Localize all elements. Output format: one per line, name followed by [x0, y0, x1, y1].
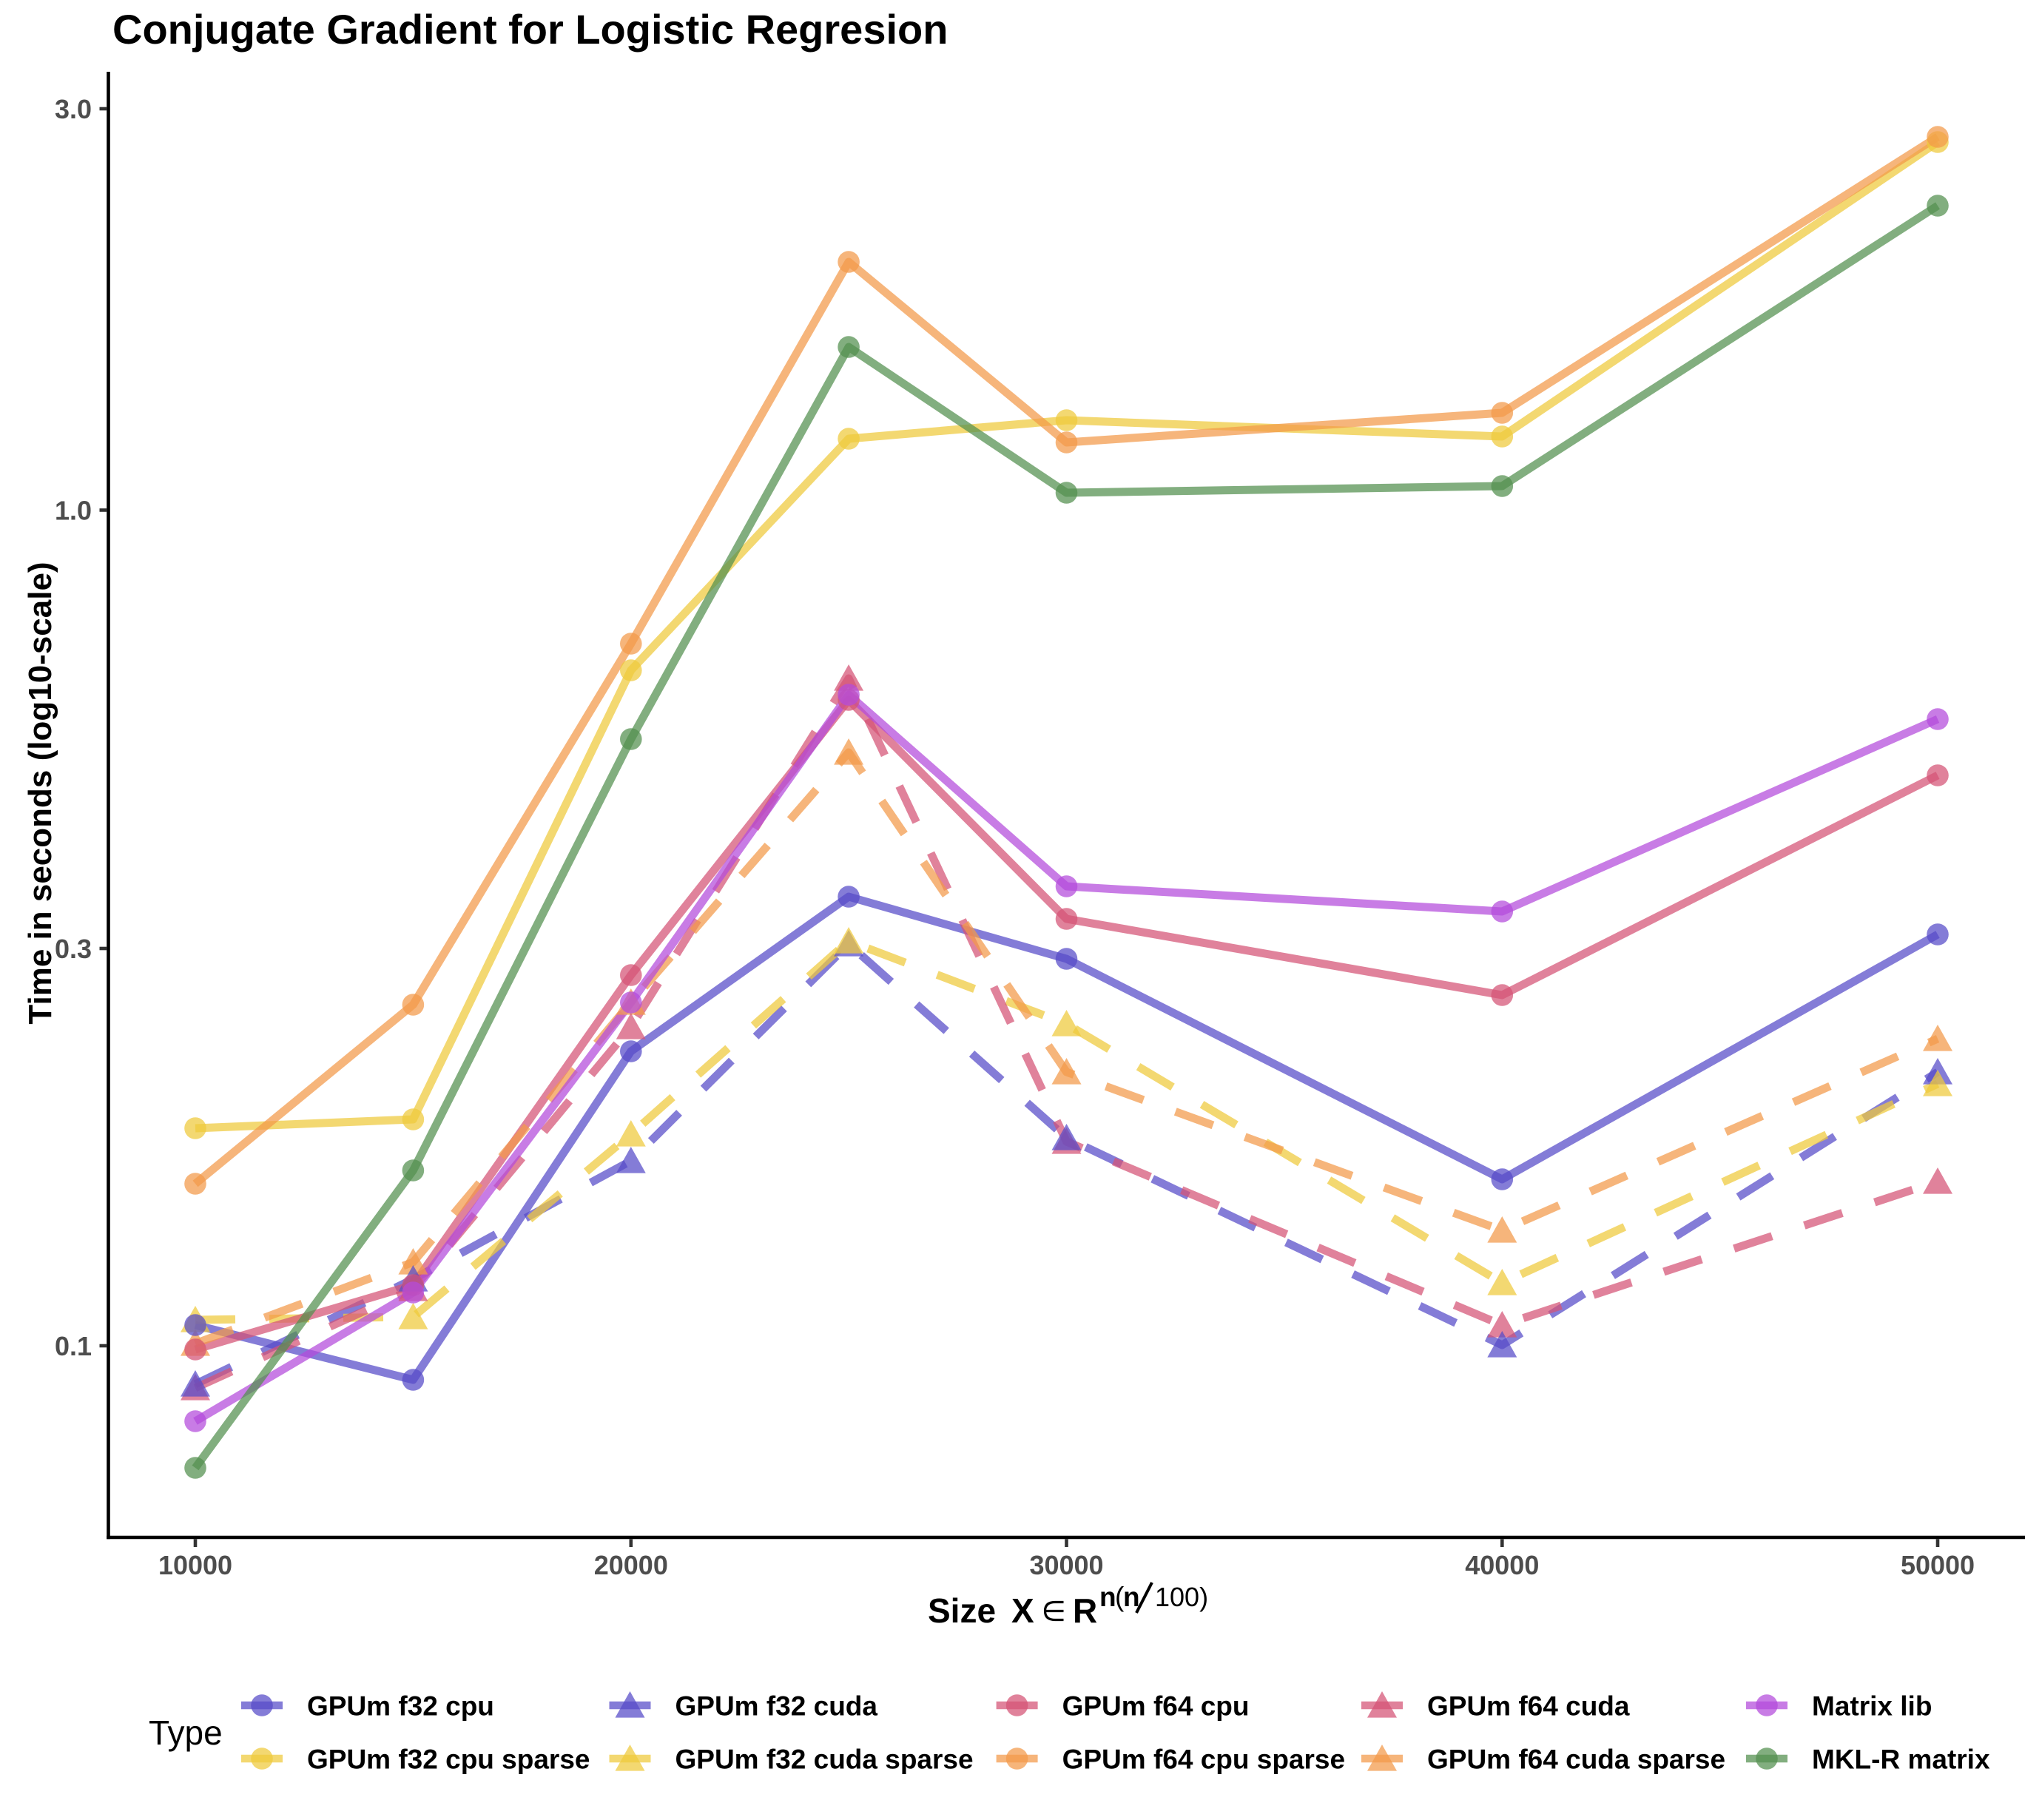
svg-text:10000: 10000	[158, 1550, 232, 1580]
svg-text:GPUm f32 cpu: GPUm f32 cpu	[307, 1691, 494, 1722]
svg-text:GPUm f64 cpu sparse: GPUm f64 cpu sparse	[1062, 1745, 1345, 1775]
svg-text:Time in seconds (log10-scale): Time in seconds (log10-scale)	[22, 562, 58, 1024]
svg-text:Type: Type	[149, 1713, 223, 1752]
svg-text:GPUm f32 cuda sparse: GPUm f32 cuda sparse	[675, 1745, 974, 1775]
svg-text:GPUm f64 cuda sparse: GPUm f64 cuda sparse	[1427, 1745, 1725, 1775]
svg-text:40000: 40000	[1465, 1550, 1539, 1580]
svg-text:n: n	[1123, 1582, 1140, 1612]
svg-text:n: n	[1099, 1582, 1116, 1612]
svg-text:MKL-R matrix: MKL-R matrix	[1812, 1745, 1990, 1775]
svg-text:0.3: 0.3	[55, 934, 92, 964]
svg-text:R: R	[1073, 1591, 1097, 1630]
svg-text:GPUm f64 cuda: GPUm f64 cuda	[1427, 1691, 1630, 1722]
svg-text:100): 100)	[1155, 1582, 1208, 1612]
svg-text:0.1: 0.1	[55, 1331, 92, 1361]
svg-text:30000: 30000	[1029, 1550, 1103, 1580]
svg-text:1.0: 1.0	[55, 496, 92, 526]
svg-text:3.0: 3.0	[55, 94, 92, 124]
svg-text:20000: 20000	[594, 1550, 668, 1580]
svg-text:Size: Size	[928, 1591, 996, 1630]
svg-text:GPUm f32 cpu sparse: GPUm f32 cpu sparse	[307, 1745, 590, 1775]
svg-text:Conjugate Gradient for Logisti: Conjugate Gradient for Logistic Regresio…	[112, 6, 948, 53]
svg-text:X: X	[1011, 1591, 1034, 1630]
svg-text:GPUm f64 cpu: GPUm f64 cpu	[1062, 1691, 1250, 1722]
svg-text:Matrix lib: Matrix lib	[1812, 1691, 1932, 1722]
svg-text:50000: 50000	[1901, 1550, 1975, 1580]
svg-text:GPUm f32 cuda: GPUm f32 cuda	[675, 1691, 878, 1722]
svg-text:(: (	[1115, 1582, 1125, 1612]
